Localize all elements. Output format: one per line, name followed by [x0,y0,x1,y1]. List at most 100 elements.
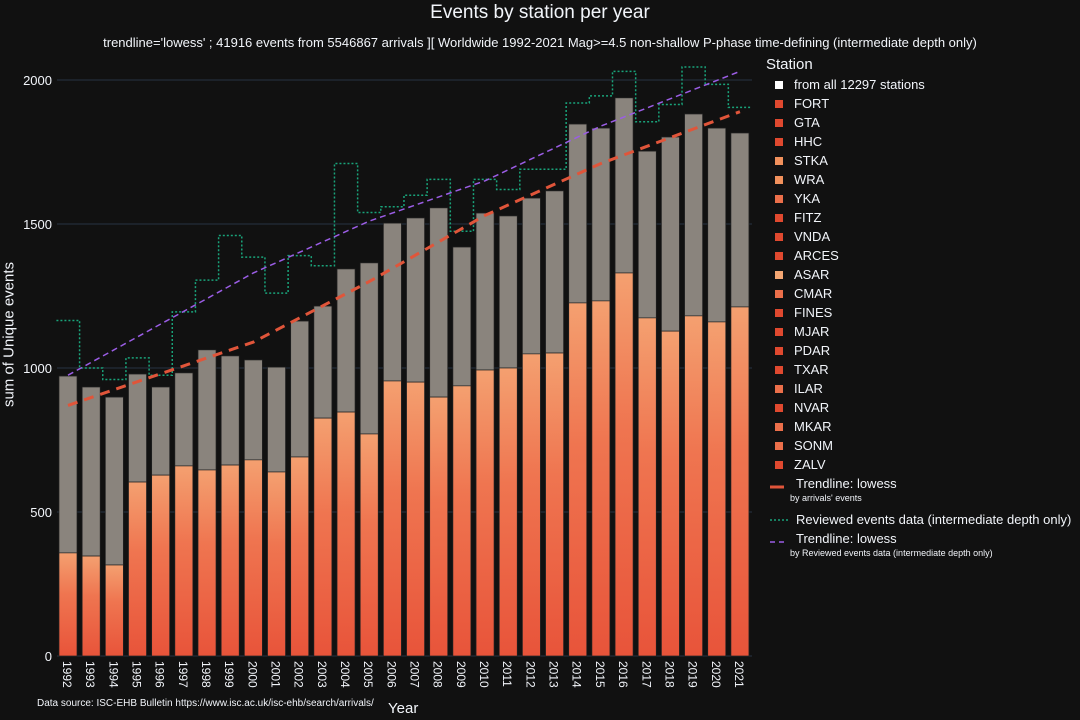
chart-subtitle: trendline='lowess' ; 41916 events from 5… [103,35,977,50]
legend-title: Station [766,56,813,73]
x-tick-label: 2003 [315,661,329,688]
legend-item-station[interactable]: FITZ [768,208,1071,227]
legend-label: ILAR [794,381,823,396]
legend-label: STKA [794,153,828,168]
chart-title: Events by station per year [430,2,650,23]
bar-named-stations [383,380,402,657]
bar-named-stations [359,433,379,657]
x-tick-label: 2007 [408,661,422,688]
bar-all-stations [452,246,472,387]
legend-item-station[interactable]: NVAR [768,398,1071,417]
x-tick-label: 2012 [523,661,537,688]
legend-label: NVAR [794,400,830,415]
legend-item-station[interactable]: CMAR [768,284,1071,303]
legend-label: FORT [794,96,830,111]
x-tick-label: 2006 [384,661,398,688]
legend-swatch [775,441,783,450]
legend-item-station[interactable]: PDAR [768,341,1071,360]
legend-sublabel: by arrivals' events [790,493,862,503]
legend-item-trend-arrivals[interactable]: Trendline: lowess [768,474,1071,493]
legend-item-station[interactable]: SONM [768,436,1071,455]
y-tick-label: 500 [30,505,52,520]
legend-item-station[interactable]: MJAR [768,322,1071,341]
bar-all-stations [707,127,727,323]
bar-all-stations [128,373,147,483]
legend-item-station[interactable]: WRA [768,170,1071,189]
legend-label: GTA [794,115,820,130]
bar-named-stations [58,552,78,657]
legend-swatch [775,156,783,165]
legend-label: VNDA [794,229,831,244]
legend-label: MKAR [794,419,832,434]
legend-swatch [775,118,783,127]
bar-named-stations [522,353,541,657]
bar-named-stations [197,469,217,657]
bar-named-stations [406,381,425,657]
legend-swatch [775,403,783,412]
x-tick-label: 2013 [547,661,561,688]
legend-item-station[interactable]: YKA [768,189,1071,208]
bar-named-stations [290,456,310,657]
x-tick-label: 1995 [130,661,144,688]
bar-named-stations [220,464,240,657]
bar-all-stations [151,386,171,476]
legend-swatch [775,270,783,279]
x-tick-label: 2009 [454,661,468,688]
bar-all-stations [429,207,449,398]
legend-item-station[interactable]: STKA [768,151,1071,170]
legend-item-station[interactable]: ILAR [768,379,1071,398]
bar-named-stations [637,317,657,657]
legend-item-trend-reviewed[interactable]: Trendline: lowess [768,529,1071,548]
x-tick-label: 2001 [269,661,283,688]
legend-item-reviewed[interactable]: Reviewed events data (intermediate depth… [768,510,1071,529]
bar-named-stations [475,369,495,657]
legend-item-station[interactable]: FINES [768,303,1071,322]
trendline-reviewed [67,70,741,376]
bar-all-stations [197,349,217,471]
x-tick-label: 2017 [639,661,653,688]
bar-all-stations [267,366,286,473]
legend-label: ARCES [794,248,839,263]
x-tick-label: 2011 [500,661,514,687]
reviewed-legend-icon [770,518,788,521]
legend-label: Trendline: lowess [796,531,897,546]
x-tick-label: 2018 [662,661,676,688]
x-tick-label: 2021 [732,661,746,688]
bar-named-stations [498,367,518,657]
bar-all-stations [383,222,402,382]
bar-all-stations [81,386,101,557]
legend-item-station[interactable]: ASAR [768,265,1071,284]
legend-label: Trendline: lowess [796,476,897,491]
reviewed-events-line [56,66,752,381]
bar-named-stations [174,465,194,657]
bar-all-stations [313,305,333,419]
bar-named-stations [545,352,564,657]
bar-all-stations [174,372,194,467]
bar-named-stations [336,411,356,657]
bar-named-stations [614,272,634,657]
legend-item-station[interactable]: ZALV [768,455,1071,474]
legend-swatch [775,365,783,374]
x-tick-label: 1994 [106,661,120,688]
legend-item-station[interactable]: VNDA [768,227,1071,246]
legend-item-station[interactable]: GTA [768,113,1071,132]
legend-label: from all 12297 stations [794,77,925,92]
legend-item-station[interactable]: MKAR [768,417,1071,436]
bar-named-stations [452,385,472,657]
bar-all-stations [244,359,263,461]
bar-named-stations [267,471,286,657]
legend-item-station[interactable]: FORT [768,94,1071,113]
x-tick-label: 1999 [222,661,236,688]
bar-named-stations [684,315,703,657]
legend-item-station[interactable]: ARCES [768,246,1071,265]
legend-item-station[interactable]: HHC [768,132,1071,151]
legend-item-station[interactable]: from all 12297 stations [768,75,1071,94]
bar-all-stations [568,123,588,304]
legend-sublabel: by Reviewed events data (intermediate de… [790,548,993,558]
legend-item-station[interactable]: TXAR [768,360,1071,379]
legend-swatch [775,327,783,336]
legend-label: PDAR [794,343,831,358]
legend-swatch [775,251,783,260]
bar-all-stations [591,127,611,302]
